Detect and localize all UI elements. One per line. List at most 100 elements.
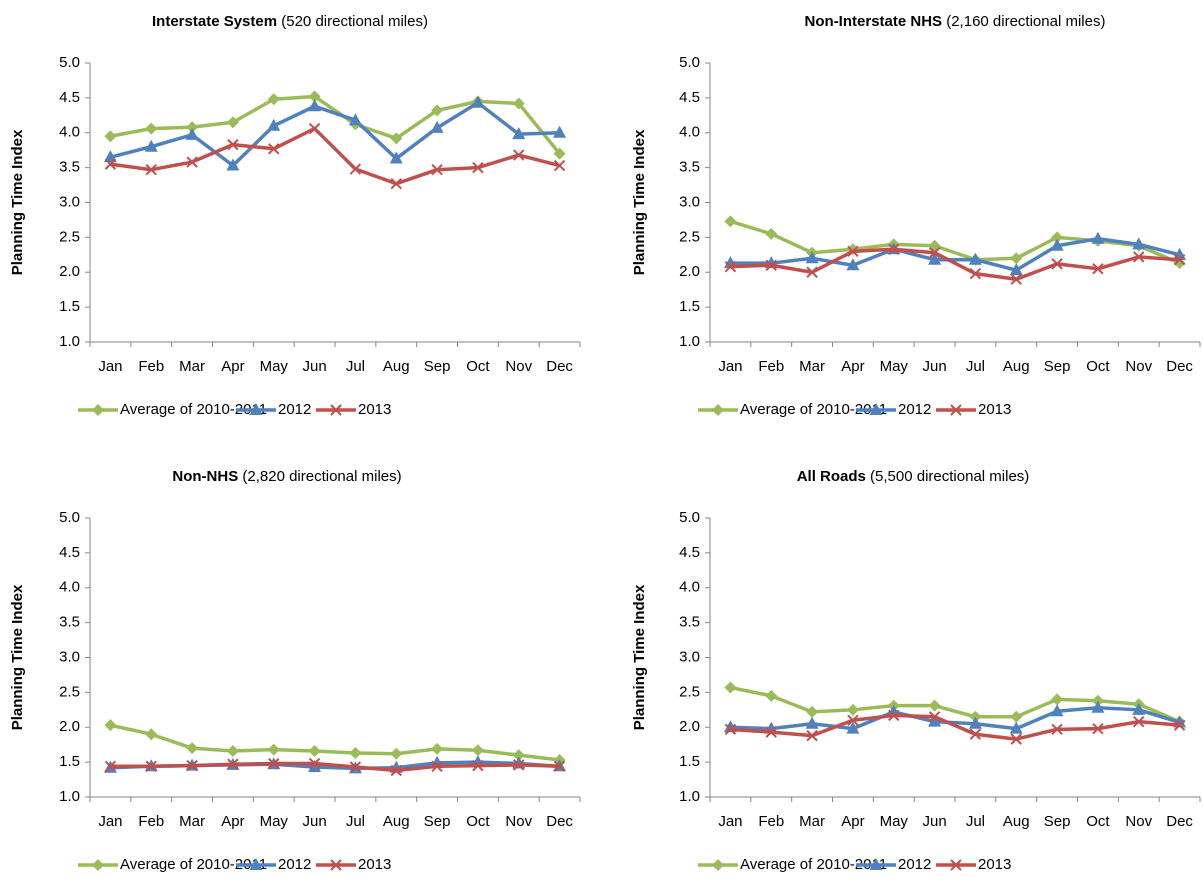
x-tick-label: Jan xyxy=(718,813,742,830)
marker xyxy=(308,760,322,773)
marker xyxy=(249,858,263,870)
y-tick-label: 2.0 xyxy=(59,718,80,735)
title-bold: All Roads xyxy=(797,468,866,485)
series xyxy=(103,95,567,171)
marker xyxy=(869,403,883,415)
chart-title: Non-Interstate NHS (2,160 directional mi… xyxy=(805,13,1106,30)
marker xyxy=(308,757,321,770)
marker xyxy=(268,143,280,155)
x-tick-label: Dec xyxy=(546,813,573,830)
y-tick-label: 1.0 xyxy=(679,333,700,350)
y-tick-label: 1.0 xyxy=(679,788,700,805)
marker xyxy=(1091,231,1105,244)
legend-label: 2013 xyxy=(358,856,391,873)
x-tick-label: Feb xyxy=(758,358,784,375)
marker xyxy=(186,121,199,134)
title-rest: (5,500 directional miles) xyxy=(870,468,1029,485)
x-tick-label: Sep xyxy=(1044,358,1071,375)
marker xyxy=(431,760,443,773)
marker xyxy=(553,159,566,172)
chart-title: Non-NHS (2,820 directional miles) xyxy=(172,468,401,485)
y-tick-label: 3.0 xyxy=(679,193,700,210)
x-tick-label: Feb xyxy=(758,813,784,830)
marker xyxy=(968,252,982,265)
title-bold: Non-NHS xyxy=(172,468,238,485)
x-tick-label: Apr xyxy=(841,358,864,375)
marker xyxy=(512,127,526,140)
y-tick-label: 4.5 xyxy=(679,544,700,561)
marker xyxy=(1173,253,1186,266)
y-tick-label: 4.0 xyxy=(679,124,700,141)
x-tick-label: Jun xyxy=(922,813,946,830)
marker xyxy=(513,149,525,161)
x-tick-label: May xyxy=(260,358,289,375)
marker xyxy=(267,118,281,131)
y-tick-label: 1.0 xyxy=(59,788,80,805)
marker xyxy=(471,744,484,757)
marker xyxy=(806,705,819,718)
marker xyxy=(330,859,342,871)
marker xyxy=(431,164,443,176)
legend-label: 2012 xyxy=(278,401,311,418)
marker xyxy=(1010,273,1022,285)
marker xyxy=(145,122,158,135)
x-tick-label: Apr xyxy=(221,358,244,375)
x-tick-label: Jul xyxy=(346,813,365,830)
marker xyxy=(1050,704,1064,717)
marker xyxy=(104,719,117,732)
y-tick-label: 5.0 xyxy=(679,54,700,71)
y-tick-label: 1.5 xyxy=(59,753,80,770)
marker xyxy=(1010,710,1023,723)
marker xyxy=(1051,723,1063,736)
legend-label: Average of 2010-2011 xyxy=(120,856,267,873)
x-tick-label: Oct xyxy=(466,813,490,830)
marker xyxy=(431,104,444,117)
x-tick-label: Feb xyxy=(138,813,164,830)
marker xyxy=(869,858,883,870)
y-tick-label: 3.5 xyxy=(59,614,80,631)
series-line xyxy=(730,713,1180,741)
marker xyxy=(928,239,941,252)
y-tick-label: 4.0 xyxy=(679,579,700,596)
legend-label: 2012 xyxy=(898,856,931,873)
series xyxy=(724,243,1186,285)
marker xyxy=(145,760,157,773)
marker xyxy=(724,215,737,228)
marker xyxy=(186,759,198,772)
x-tick-label: Aug xyxy=(383,358,410,375)
x-tick-label: Oct xyxy=(466,358,490,375)
y-tick-label: 2.5 xyxy=(59,228,80,245)
marker xyxy=(950,404,962,416)
series-line xyxy=(729,219,1181,265)
x-tick-label: Apr xyxy=(221,813,244,830)
marker xyxy=(1092,722,1104,735)
marker xyxy=(513,759,525,771)
legend-label: 2012 xyxy=(898,401,931,418)
marker xyxy=(348,113,362,126)
y-tick-label: 2.0 xyxy=(679,263,700,280)
x-tick-label: Jul xyxy=(346,358,365,375)
x-tick-label: Jan xyxy=(718,358,742,375)
x-tick-label: Jan xyxy=(98,813,122,830)
y-tick-label: 3.5 xyxy=(679,159,700,176)
marker xyxy=(765,689,778,702)
marker xyxy=(846,258,860,271)
x-tick-label: Mar xyxy=(179,813,205,830)
marker xyxy=(431,742,444,755)
marker xyxy=(1092,263,1104,275)
y-tick-label: 2.5 xyxy=(679,228,700,245)
y-tick-label: 2.0 xyxy=(59,263,80,280)
marker xyxy=(104,158,117,170)
legend-label: Average of 2010-2011 xyxy=(740,401,887,418)
series xyxy=(723,231,1187,276)
marker xyxy=(805,716,819,729)
x-tick-label: Nov xyxy=(505,358,532,375)
marker xyxy=(928,711,941,723)
marker xyxy=(724,260,737,273)
y-tick-label: 3.0 xyxy=(679,648,700,665)
marker xyxy=(227,138,239,151)
marker xyxy=(1051,231,1064,244)
marker xyxy=(969,728,982,740)
series-line xyxy=(109,101,560,168)
series-line xyxy=(110,761,560,773)
